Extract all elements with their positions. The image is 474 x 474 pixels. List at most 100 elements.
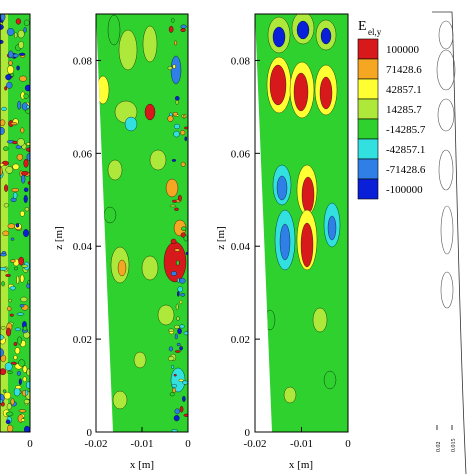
field-contour xyxy=(8,50,14,59)
field-contour xyxy=(0,348,4,357)
field-band xyxy=(0,14,8,432)
field-contour xyxy=(10,237,15,241)
colorbar-swatch xyxy=(357,178,379,200)
field-contour xyxy=(180,28,186,32)
field-contour xyxy=(112,390,128,410)
field-contour xyxy=(5,411,14,417)
field-contour xyxy=(21,174,26,184)
panel-middle: -0.02 -0.01 0 0 0.02 0.04 0.06 0.08 x [m] z [m] xyxy=(53,13,191,471)
field-contour xyxy=(16,371,21,376)
field-contour xyxy=(0,127,5,135)
field-contour xyxy=(169,392,175,397)
contour-outline xyxy=(432,11,467,474)
field-contour xyxy=(23,399,30,404)
field-contour xyxy=(5,166,14,174)
field-contour xyxy=(26,368,30,377)
field-left-partial xyxy=(0,14,30,432)
field-contour xyxy=(0,14,6,21)
field-contour xyxy=(18,409,27,413)
field-contour xyxy=(103,206,117,224)
field-contour xyxy=(174,40,178,46)
colorbar-swatch xyxy=(357,98,379,120)
ztick-label: 0.04 xyxy=(73,241,93,253)
field-contour xyxy=(5,419,11,425)
field-contour xyxy=(168,346,174,352)
field-contour xyxy=(171,365,175,369)
field-contour xyxy=(96,75,110,105)
xtick-label: 0.015 xyxy=(451,439,457,453)
field-contour xyxy=(9,285,16,291)
field-contour xyxy=(4,86,8,91)
field-contour xyxy=(182,380,188,385)
field-contour xyxy=(6,403,12,410)
field-contour xyxy=(16,312,25,316)
field-contour xyxy=(184,136,188,142)
xtick-label: -0.01 xyxy=(290,438,313,450)
field-contour xyxy=(172,112,178,116)
field-middle xyxy=(96,14,188,432)
field-contour xyxy=(16,275,20,285)
field-contour xyxy=(0,368,7,376)
field-contour xyxy=(4,184,9,192)
contour-line xyxy=(440,205,454,255)
field-contour xyxy=(9,313,14,317)
field-contour xyxy=(176,316,180,321)
field-contour xyxy=(23,158,29,168)
field-contour xyxy=(20,296,28,303)
field-contour xyxy=(176,342,181,347)
field-contour xyxy=(319,76,333,110)
field-contour xyxy=(171,17,175,23)
field-contour xyxy=(0,334,4,341)
field-contour xyxy=(19,304,25,308)
field-contour xyxy=(26,283,30,289)
field-contour xyxy=(13,192,18,199)
colorbar-label: 42857.1 xyxy=(386,84,422,96)
field-contour xyxy=(173,373,177,377)
field-contour xyxy=(19,210,25,217)
field-contour xyxy=(272,26,286,48)
field-contour xyxy=(141,255,159,281)
field-contour xyxy=(14,266,18,271)
field-contour xyxy=(167,66,173,70)
field-contour xyxy=(177,328,182,335)
field-contour xyxy=(1,281,5,287)
field-contour xyxy=(172,64,176,69)
field-contour xyxy=(0,24,4,30)
field-contour xyxy=(163,241,187,283)
field-contour xyxy=(142,25,158,63)
field-contour xyxy=(174,96,180,101)
ylabel-middle: z [m] xyxy=(53,226,65,250)
ticks-right: -0.02 -0.01 0 0 0.02 0.04 0.06 0.08 xyxy=(231,55,352,450)
field-right xyxy=(255,14,348,432)
field-contour xyxy=(174,248,181,252)
field-contour xyxy=(23,194,28,203)
field-contour xyxy=(22,376,27,382)
colorbar-swatches: 100000 71428.6 42857.1 14285.7 -14285.7 -4285… xyxy=(357,38,426,200)
field-contour xyxy=(12,163,20,170)
field-contour xyxy=(18,41,24,49)
field-contour xyxy=(174,350,181,353)
field-contour xyxy=(10,73,15,77)
field-contour xyxy=(15,223,20,228)
colorbar-swatch xyxy=(357,138,379,160)
field-contour xyxy=(13,342,18,346)
field-contour xyxy=(175,303,179,311)
field-contour xyxy=(144,103,156,121)
field-contour xyxy=(1,106,7,111)
field-contour xyxy=(20,274,25,283)
field-contour xyxy=(177,194,182,202)
field-contour xyxy=(3,146,9,152)
field-contour xyxy=(8,60,13,66)
field-contour xyxy=(24,84,30,92)
field-contour xyxy=(182,114,186,119)
field-contour xyxy=(107,14,121,46)
field-contour xyxy=(323,370,337,390)
field-contour xyxy=(13,355,18,360)
colorbar-swatch xyxy=(357,78,379,100)
field-contour xyxy=(10,398,15,406)
frame-left-partial xyxy=(0,13,31,433)
ticks-left-partial: 0 xyxy=(27,427,33,450)
panel-right: -0.02 -0.01 0 0 0.02 0.04 0.06 0.08 x [m] z [m] xyxy=(215,13,352,471)
ztick-label: 0.08 xyxy=(231,55,251,67)
colorbar-swatch xyxy=(357,158,379,180)
